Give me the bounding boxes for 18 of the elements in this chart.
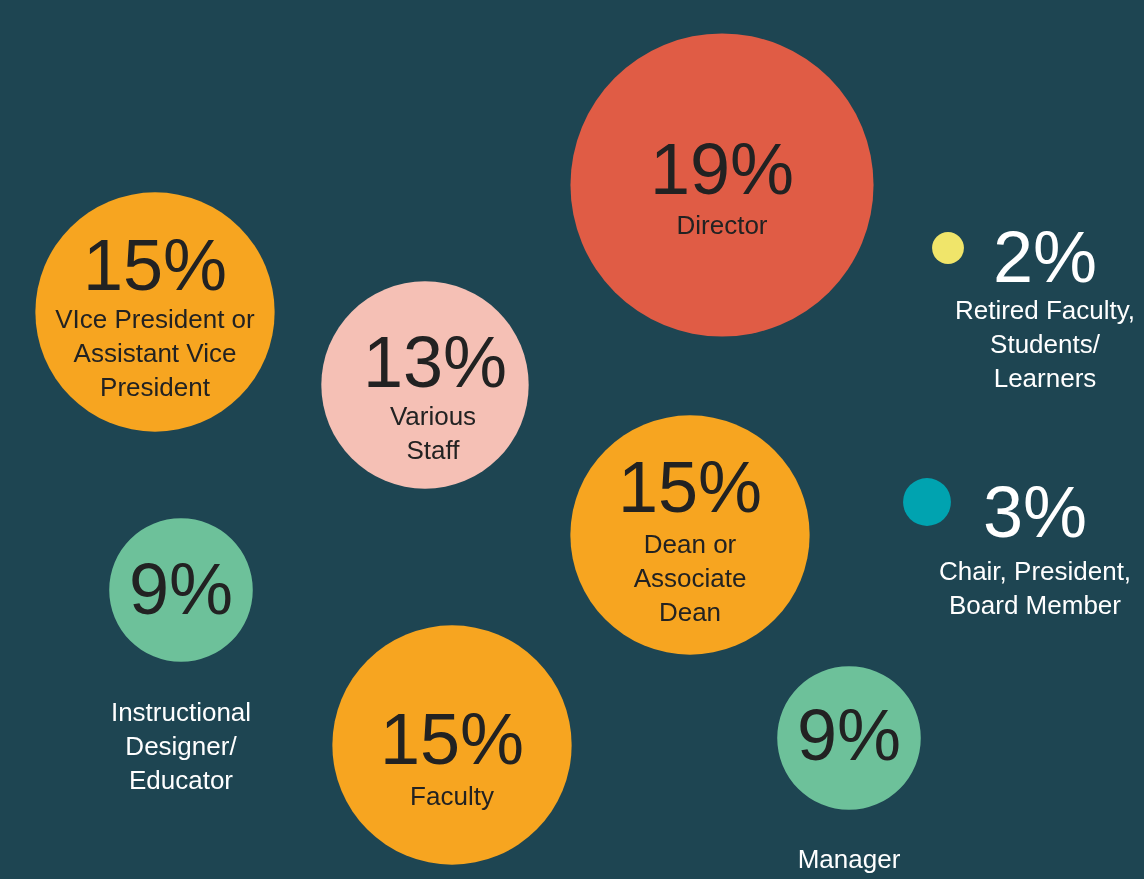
- data-label: 15%: [82, 225, 228, 305]
- category-label: Dean or Associate Dean: [633, 529, 747, 627]
- data-label: 19%: [649, 129, 795, 209]
- data-label: 2%: [992, 217, 1098, 297]
- category-label: Director: [676, 210, 768, 240]
- data-label: 9%: [796, 695, 902, 775]
- data-label: 13%: [362, 322, 508, 402]
- category-label: Chair, President, Board Member: [938, 556, 1132, 620]
- category-label: VIce President or Assistant Vice President: [55, 304, 256, 402]
- data-label: 15%: [617, 447, 763, 527]
- category-label: Various Staff: [389, 401, 477, 465]
- data-label: 15%: [379, 699, 525, 779]
- data-label: 3%: [982, 472, 1088, 552]
- category-label: Retired Faculty, Students/ Learners: [954, 295, 1136, 393]
- data-label: 9%: [128, 549, 234, 629]
- category-label: Faculty: [410, 781, 494, 811]
- category-label: Manager: [797, 844, 901, 874]
- category-label: Instructional Designer/ Educator: [110, 697, 252, 795]
